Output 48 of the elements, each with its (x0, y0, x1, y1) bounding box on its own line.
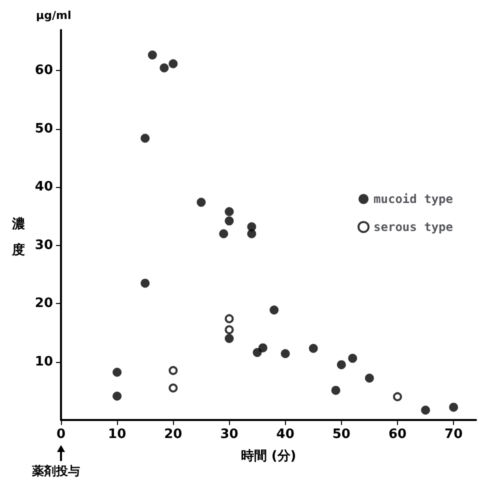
point (449, 402, 458, 412)
point (224, 325, 234, 334)
point (364, 374, 374, 383)
x-tick-label: 30 (220, 427, 238, 442)
point (196, 198, 206, 207)
x-tick-label: 60 (388, 427, 407, 442)
text: μg/ml (36, 9, 72, 22)
x-tick-label: 10 (108, 427, 126, 442)
point (168, 59, 178, 68)
point (224, 216, 234, 226)
point (247, 229, 256, 238)
text: 薬剤投与 (32, 463, 80, 479)
point (336, 360, 346, 370)
x-tick-label: 70 (444, 427, 463, 442)
point (392, 392, 402, 402)
x-tick-label: 40 (276, 427, 294, 442)
point (148, 50, 157, 60)
x-axis-title: 時間 (分) (240, 449, 296, 464)
x-tick-label: 20 (164, 427, 182, 442)
point (308, 344, 318, 353)
point (140, 278, 150, 288)
y-tick-label: 10 (34, 354, 53, 370)
point (160, 63, 169, 72)
x-tick-label: 0 (56, 427, 66, 442)
point (219, 229, 228, 238)
legend-label: serous type (374, 220, 454, 234)
point (258, 343, 268, 352)
point (348, 354, 358, 363)
point (168, 383, 178, 392)
y-tick-label: 60 (34, 63, 53, 78)
y-tick-label: 30 (34, 238, 53, 253)
point (168, 366, 178, 376)
point (224, 334, 234, 344)
point (280, 349, 290, 358)
legend-label: mucoid type (374, 192, 454, 206)
y-axis-title: 濃度 (11, 217, 25, 258)
point (140, 134, 150, 143)
x-tick-label: 50 (332, 427, 350, 442)
point (112, 368, 122, 377)
point (224, 314, 234, 324)
y-tick-label: 40 (34, 180, 53, 195)
point (112, 392, 122, 401)
point (270, 305, 279, 314)
point (421, 406, 430, 415)
y-tick-label: 20 (34, 296, 53, 312)
point (331, 386, 340, 395)
point (224, 207, 234, 216)
y-tick-label: 50 (34, 121, 53, 136)
